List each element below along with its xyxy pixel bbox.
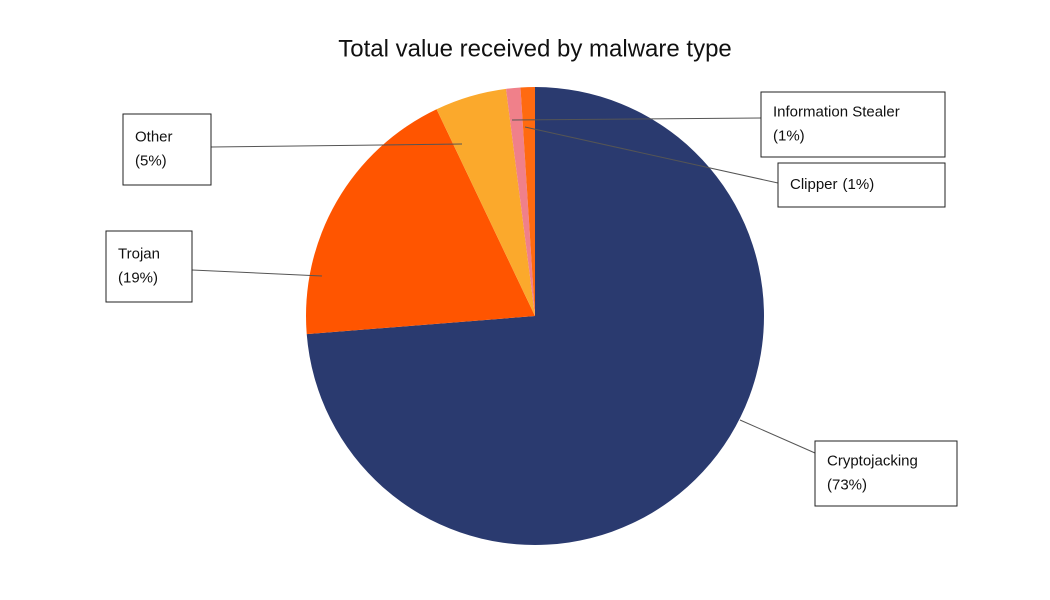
pie-slice xyxy=(306,87,765,545)
pie-slice xyxy=(520,87,535,316)
label-box xyxy=(122,113,212,186)
value-label: (1%) xyxy=(773,127,805,144)
leader-line xyxy=(210,143,463,148)
chart-title: Total value received by malware type xyxy=(338,35,732,62)
value-label: (5%) xyxy=(135,152,167,169)
leader-line xyxy=(191,269,323,277)
value-label: (73%) xyxy=(827,476,867,493)
leader-line xyxy=(524,126,779,184)
category-label: Information Stealer xyxy=(773,103,900,120)
label-box xyxy=(814,440,958,507)
category-label: Other xyxy=(135,128,173,145)
category-label: Clipper xyxy=(790,176,838,193)
pie-slice xyxy=(506,87,535,316)
value-label: (19%) xyxy=(118,269,158,286)
value-label: (1%) xyxy=(843,176,875,193)
label-box xyxy=(760,91,946,158)
category-label: Cryptojacking xyxy=(827,452,918,469)
label-box xyxy=(105,230,193,303)
label-box xyxy=(777,162,946,208)
leader-line xyxy=(511,117,762,121)
leader-line xyxy=(739,419,816,454)
pie-slice xyxy=(305,109,535,335)
category-label: Trojan xyxy=(118,245,160,262)
slice-label: Clipper (1%) xyxy=(790,176,874,193)
pie-slice xyxy=(436,88,535,316)
